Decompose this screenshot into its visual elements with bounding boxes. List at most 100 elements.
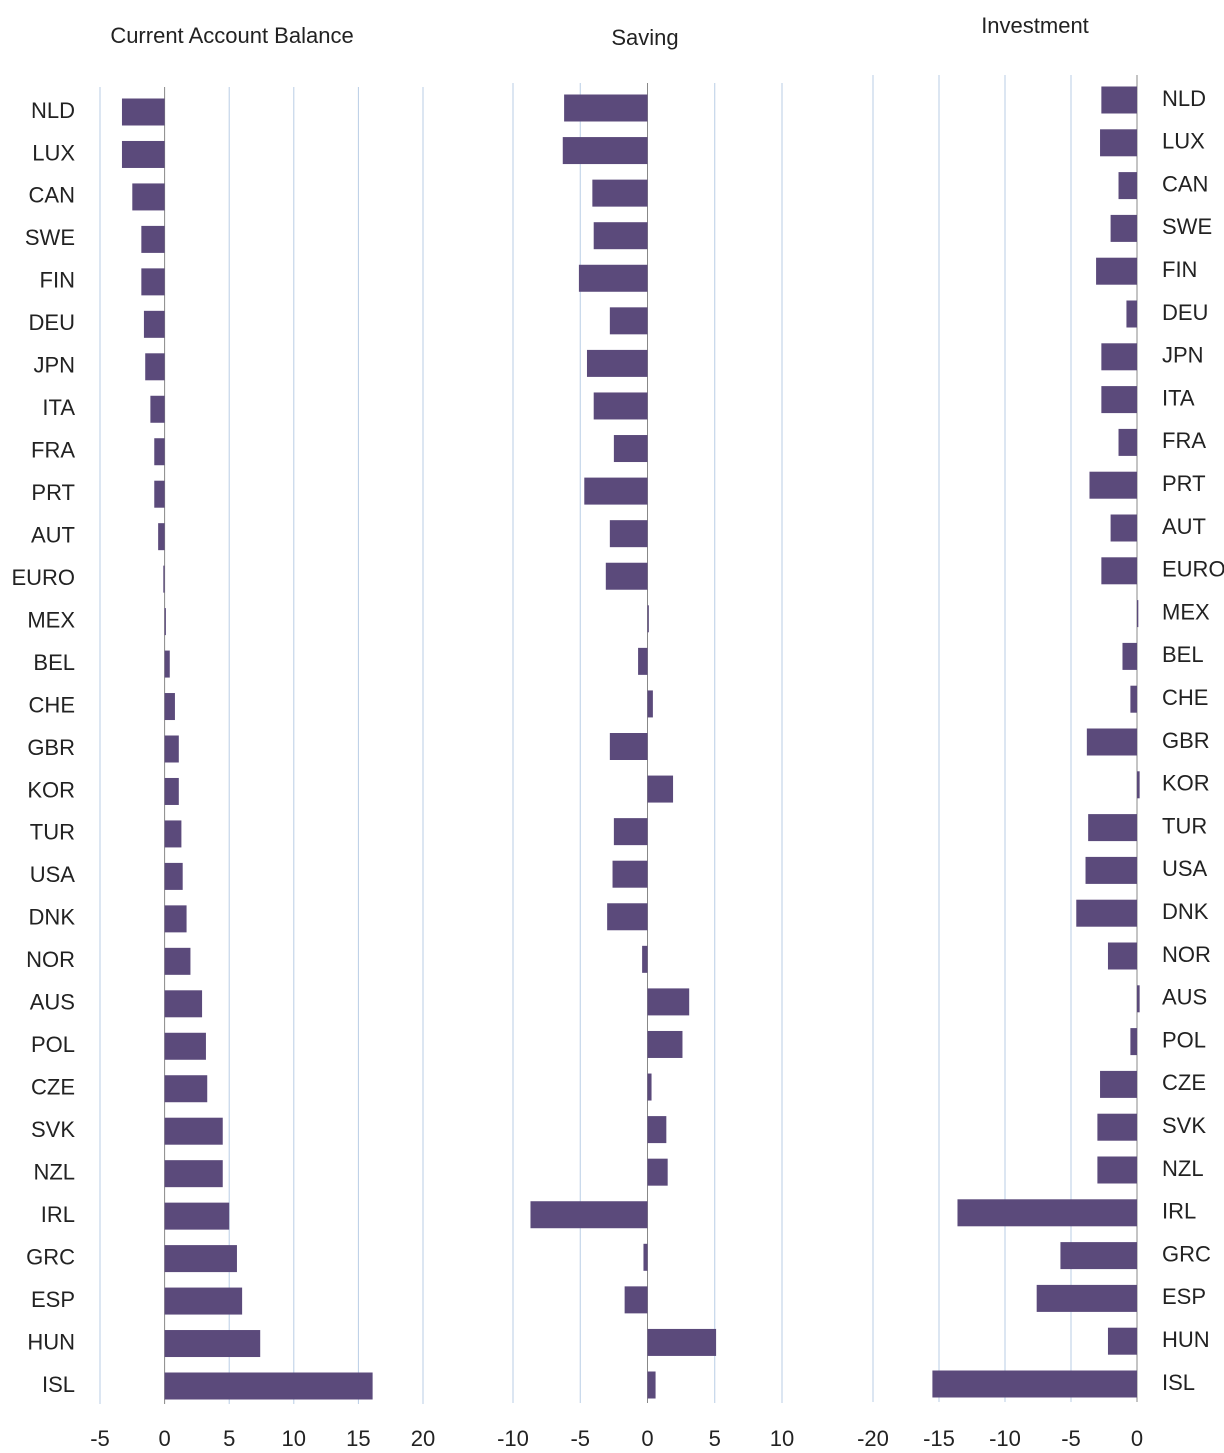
bar	[613, 818, 648, 846]
bar	[647, 605, 649, 633]
category-label: FRA	[31, 438, 75, 463]
category-label: CAN	[29, 183, 75, 208]
category-label: ISL	[1162, 1370, 1195, 1395]
bar	[164, 693, 175, 721]
category-label: ISL	[42, 1372, 75, 1397]
bar	[1110, 214, 1137, 242]
bar	[164, 1202, 230, 1230]
bar	[1097, 1156, 1137, 1184]
bar	[1097, 1113, 1137, 1141]
category-label: AUS	[30, 990, 75, 1015]
category-label: DNK	[29, 905, 76, 930]
category-label: GRC	[26, 1244, 75, 1269]
bar	[647, 775, 674, 803]
category-label: ITA	[42, 395, 75, 420]
bar	[609, 307, 648, 335]
x-tick-label: 0	[641, 1426, 653, 1451]
bar	[164, 905, 187, 933]
bar	[164, 947, 191, 975]
category-label: BEL	[1162, 642, 1204, 667]
bar	[932, 1370, 1137, 1398]
bar	[647, 1158, 668, 1186]
bar	[1130, 685, 1137, 713]
bar	[593, 222, 648, 250]
bar	[1137, 985, 1140, 1013]
bar	[150, 395, 165, 423]
bar	[141, 225, 165, 253]
category-label: FRA	[1162, 428, 1206, 453]
category-label: LUX	[1162, 129, 1205, 154]
bar	[1101, 86, 1137, 114]
bar	[121, 98, 165, 126]
category-label: DEU	[29, 310, 75, 335]
bar	[164, 862, 183, 890]
category-label: USA	[1162, 856, 1208, 881]
category-label: CHE	[29, 692, 75, 717]
category-label: CZE	[1162, 1070, 1206, 1095]
x-tick-label: -5	[1061, 1426, 1081, 1451]
category-label: USA	[30, 862, 76, 887]
x-tick-label: -5	[90, 1426, 110, 1451]
bar	[593, 392, 648, 420]
x-tick-label: 5	[709, 1426, 721, 1451]
bar	[609, 520, 648, 548]
category-label: AUT	[31, 522, 75, 547]
chart-title: Investment	[981, 13, 1089, 38]
x-tick-label: 15	[346, 1426, 370, 1451]
bar	[605, 562, 648, 590]
bar	[1086, 728, 1137, 756]
bar	[562, 137, 648, 165]
x-tick-label: -10	[989, 1426, 1021, 1451]
bar	[1101, 343, 1137, 371]
bar	[647, 988, 690, 1016]
x-tick-label: 10	[282, 1426, 306, 1451]
bar	[164, 650, 170, 678]
category-label: FIN	[1162, 257, 1197, 282]
bar	[1100, 129, 1137, 157]
category-label: MEX	[1162, 599, 1210, 624]
bar	[586, 349, 648, 377]
bar	[1122, 642, 1137, 670]
bar	[145, 353, 165, 381]
category-label: SVK	[1162, 1113, 1206, 1138]
bar	[1100, 1070, 1137, 1098]
x-tick-label: -5	[570, 1426, 590, 1451]
x-tick-label: -15	[923, 1426, 955, 1451]
bar	[154, 480, 165, 508]
bar	[164, 1330, 261, 1358]
category-label: ESP	[31, 1287, 75, 1312]
bar	[612, 860, 648, 888]
bar	[1036, 1284, 1137, 1312]
bar	[164, 608, 166, 636]
bar	[164, 777, 179, 805]
bar	[1118, 428, 1137, 456]
bar	[1118, 172, 1137, 200]
category-label: NOR	[26, 947, 75, 972]
bar	[164, 1372, 373, 1400]
category-label: GBR	[1162, 728, 1210, 753]
bar	[642, 945, 648, 973]
bar	[1137, 600, 1139, 628]
category-label: POL	[31, 1032, 75, 1057]
bar	[1085, 856, 1137, 884]
bar	[1076, 899, 1137, 927]
bar	[154, 438, 165, 466]
bar	[530, 1201, 648, 1229]
bar	[609, 733, 648, 760]
bar	[164, 735, 179, 763]
category-label: FIN	[40, 268, 75, 293]
bar	[1101, 557, 1137, 585]
category-label: DNK	[1162, 899, 1209, 924]
category-label: EURO	[1162, 557, 1224, 582]
bar	[647, 1116, 667, 1144]
bar	[164, 820, 182, 848]
category-label: IRL	[41, 1202, 75, 1227]
bar	[578, 264, 648, 292]
bar	[1137, 771, 1140, 799]
category-label: AUS	[1162, 985, 1207, 1010]
category-label: TUR	[1162, 813, 1207, 838]
category-label: NOR	[1162, 942, 1211, 967]
bar	[564, 94, 648, 122]
x-tick-label: 0	[158, 1426, 170, 1451]
